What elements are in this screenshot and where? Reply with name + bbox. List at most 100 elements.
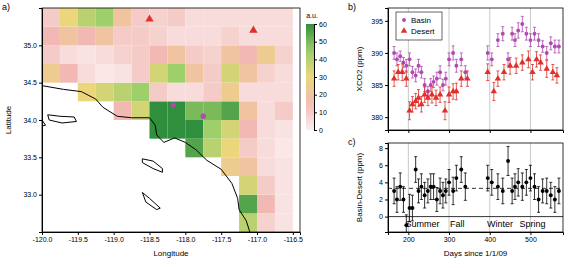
error-cap [513, 173, 516, 174]
heat-cell [114, 64, 132, 83]
annotation: Winter [487, 219, 513, 229]
error-cap [441, 90, 444, 91]
point [458, 75, 464, 81]
point [438, 189, 442, 193]
point [410, 70, 414, 74]
error-cap [430, 86, 433, 87]
tick-label: 380 [371, 114, 383, 121]
heat-cell [167, 64, 185, 83]
heat-cell [150, 83, 168, 102]
point [491, 88, 497, 94]
error-cap [439, 65, 442, 66]
axis-title: Latitude [4, 105, 13, 134]
error-cap [553, 40, 556, 41]
error-cap [448, 65, 451, 66]
error-cap [432, 199, 435, 200]
error-cap [492, 82, 495, 83]
heat-cell [185, 8, 203, 27]
legend-symbol [401, 27, 407, 33]
heat-cell [150, 8, 168, 27]
tick-mark [78, 232, 79, 235]
error-cap [486, 165, 489, 166]
error-cap [549, 182, 552, 183]
tick: 200 [403, 232, 415, 243]
error-cap [496, 199, 499, 200]
error-cap [435, 90, 438, 91]
axis-line [389, 131, 564, 134]
tick-label: -120.0 [33, 236, 53, 243]
heat-cell [60, 45, 78, 64]
tick: -118.0 [176, 232, 195, 243]
error-cap [444, 72, 447, 73]
error-cap [507, 146, 510, 147]
point [432, 80, 436, 84]
error-cap [417, 59, 420, 60]
tick-mark [39, 120, 42, 121]
tick: 390 [371, 50, 388, 57]
error-cap [411, 112, 414, 113]
axis: -120.0-119.5-119.0-118.5-118.0-117.5-117… [33, 232, 304, 243]
error-cap [448, 52, 451, 53]
heat-cell [239, 176, 257, 195]
heat-cell [221, 27, 239, 46]
error-cap [448, 195, 451, 196]
tick: 30 [314, 74, 327, 81]
error-cap [545, 77, 548, 78]
grid-line [530, 8, 531, 130]
heat-cell [78, 45, 96, 64]
error-cap [426, 90, 429, 91]
error-cap [486, 190, 489, 191]
tick: 395 [371, 18, 388, 25]
error-cap [537, 186, 540, 187]
tick [530, 130, 531, 133]
point [454, 176, 458, 180]
error-cap [439, 178, 442, 179]
heat-cell [221, 64, 239, 83]
heat-cell [257, 195, 275, 214]
heat-cell [42, 27, 60, 46]
error-cap [444, 178, 447, 179]
heat-cell [275, 120, 293, 139]
tick-mark [39, 195, 42, 196]
error-cap [393, 86, 396, 87]
error-cap [507, 52, 510, 53]
heat-cell [257, 101, 275, 120]
error-cap [533, 173, 536, 174]
error-cap [490, 65, 493, 66]
legend: BasinDesert [396, 12, 442, 40]
heat-cell [275, 176, 293, 195]
error-cap [417, 202, 420, 203]
axis-line [385, 9, 389, 131]
point [496, 38, 500, 42]
point [513, 185, 517, 189]
error-cap [429, 78, 432, 79]
point [398, 54, 402, 58]
error-cap [399, 51, 402, 52]
annotation: Spring [519, 219, 545, 229]
point [537, 59, 543, 65]
site-marker [171, 102, 176, 107]
heat-cell [203, 83, 221, 102]
error-cap [401, 63, 404, 64]
error-cap [399, 200, 402, 201]
error-cap [420, 199, 423, 200]
tick-mark [490, 130, 491, 133]
error-cap [496, 173, 499, 174]
error-cap [399, 61, 402, 62]
error-cap [393, 70, 396, 71]
error-cap [452, 204, 455, 205]
heat-cell [257, 45, 275, 64]
point [510, 189, 514, 193]
error-cap [496, 46, 499, 47]
point [419, 70, 423, 74]
error-cap [429, 199, 432, 200]
error-cap [525, 40, 528, 41]
tick: 10 [314, 109, 327, 116]
error-cap [395, 52, 398, 53]
error-cap [541, 178, 544, 179]
heat-cell [96, 45, 114, 64]
error-cap [452, 99, 455, 100]
point [441, 193, 445, 197]
axis-title: Longitude [153, 249, 189, 258]
error-cap [411, 96, 414, 97]
